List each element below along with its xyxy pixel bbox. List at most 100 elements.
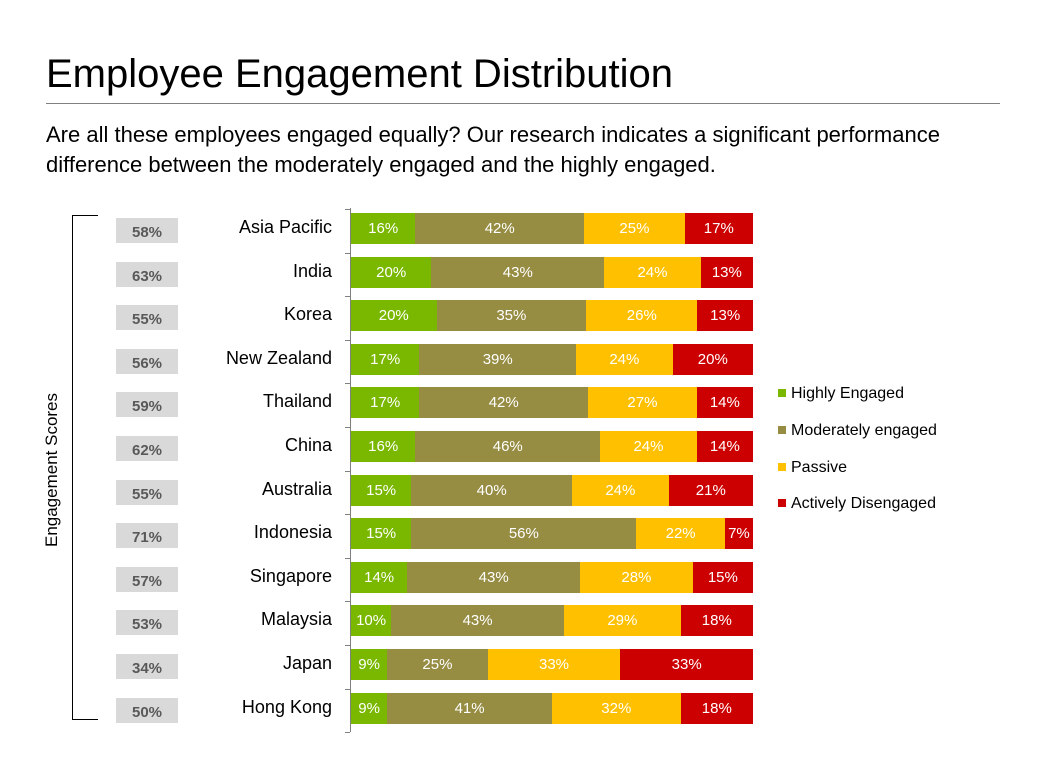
axis-tick <box>345 470 350 472</box>
legend-swatch <box>778 463 786 471</box>
axis-tick <box>345 296 350 298</box>
y-axis-label: Engagement Scores <box>42 392 61 548</box>
bar-segment-moderately-engaged: 43% <box>431 256 605 288</box>
bar-segment-moderately-engaged: 43% <box>391 605 565 637</box>
bar-segment-passive: 29% <box>564 605 681 637</box>
bar-segment-highly-engaged: 17% <box>351 343 420 375</box>
bar-segment-highly-engaged: 10% <box>351 605 392 637</box>
engagement-score-badge: 57% <box>116 566 178 592</box>
bar-segment-highly-engaged: 15% <box>351 518 412 550</box>
bar-segment-moderately-engaged: 25% <box>387 649 488 680</box>
category-label: Asia Pacific <box>238 217 332 237</box>
bar-segment-moderately-engaged: 41% <box>387 692 552 724</box>
axis-tick <box>345 688 350 690</box>
engagement-score-badge: 71% <box>116 523 178 549</box>
bar-segment-actively-disengaged: 17% <box>684 213 753 244</box>
category-label: Thailand <box>262 391 332 412</box>
bar-segment-passive: 24% <box>572 474 669 506</box>
engagement-score-badge: 56% <box>116 348 178 374</box>
category-label: Japan <box>282 653 332 673</box>
axis-tick <box>345 427 350 428</box>
bar-segment-actively-disengaged: 21% <box>668 474 753 506</box>
category-label: New Zealand <box>225 347 332 368</box>
bar-segment-highly-engaged: 20% <box>351 256 432 288</box>
legend-item: Highly Engaged <box>778 385 904 403</box>
bar-segment-highly-engaged: 17% <box>351 387 420 419</box>
bar-segment-moderately-engaged: 35% <box>436 300 587 332</box>
bar-segment-passive: 25% <box>584 213 685 244</box>
legend-label: Actively Disengaged <box>791 495 936 512</box>
category-label: Hong Kong <box>241 696 332 717</box>
engagement-score-badge: 63% <box>116 261 178 287</box>
bar-segment-passive: 27% <box>588 387 697 419</box>
engagement-score-badge: 53% <box>116 610 178 636</box>
axis-tick <box>345 557 350 559</box>
bar-segment-highly-engaged: 14% <box>351 561 408 593</box>
bar-segment-moderately-engaged: 40% <box>411 474 573 506</box>
engagement-score-badge: 50% <box>116 697 178 723</box>
legend-swatch <box>778 389 786 397</box>
bar-segment-highly-engaged: 16% <box>351 431 416 462</box>
bar-segment-actively-disengaged: 15% <box>692 561 753 593</box>
bar-segment-moderately-engaged: 39% <box>419 343 577 375</box>
category-label: China <box>284 435 332 455</box>
bracket-top <box>72 215 98 216</box>
bar-segment-highly-engaged: 9% <box>351 692 388 724</box>
category-label: India <box>292 260 332 281</box>
category-label: Singapore <box>249 565 332 586</box>
bar-segment-highly-engaged: 16% <box>351 213 416 244</box>
bar-segment-passive: 26% <box>586 300 698 332</box>
bar-segment-highly-engaged: 20% <box>351 300 437 332</box>
category-label: Korea <box>283 304 332 325</box>
bar-segment-passive: 28% <box>580 561 693 593</box>
bar-segment-moderately-engaged: 42% <box>415 213 585 244</box>
axis-tick <box>345 383 350 385</box>
engagement-score-badge: 55% <box>116 479 178 505</box>
title-divider <box>46 103 1000 104</box>
engagement-score-badge: 34% <box>116 654 178 679</box>
axis-tick <box>345 209 350 210</box>
bar-segment-moderately-engaged: 43% <box>407 561 581 593</box>
axis-tick <box>345 514 350 516</box>
legend-swatch <box>778 426 786 434</box>
axis-tick <box>345 645 350 646</box>
category-label: Indonesia <box>253 522 332 543</box>
bar-segment-passive: 32% <box>552 692 681 724</box>
legend-item: Passive <box>778 459 847 477</box>
bar-segment-actively-disengaged: 18% <box>680 692 753 724</box>
axis-tick <box>345 252 350 254</box>
bar-segment-passive: 24% <box>576 343 673 375</box>
bar-segment-actively-disengaged: 18% <box>680 605 753 637</box>
bar-segment-passive: 24% <box>600 431 697 462</box>
legend-label: Passive <box>791 459 848 476</box>
bar-segment-moderately-engaged: 56% <box>411 518 637 550</box>
bar-segment-moderately-engaged: 46% <box>415 431 601 462</box>
bar-segment-actively-disengaged: 20% <box>672 343 753 375</box>
bar-segment-actively-disengaged: 13% <box>700 256 753 288</box>
category-label: Malaysia <box>260 609 332 630</box>
category-axis <box>350 208 351 732</box>
axis-tick <box>345 339 350 341</box>
engagement-score-badge: 62% <box>116 436 178 461</box>
bar-segment-highly-engaged: 15% <box>351 474 412 506</box>
legend-label: Highly Engaged <box>791 385 904 402</box>
bar-segment-passive: 24% <box>604 256 701 288</box>
bar-segment-actively-disengaged: 14% <box>696 387 753 419</box>
legend-swatch <box>778 499 786 507</box>
axis-tick <box>345 732 350 734</box>
bar-segment-passive: 22% <box>636 518 725 550</box>
bar-segment-highly-engaged: 9% <box>351 649 388 680</box>
bar-segment-actively-disengaged: 14% <box>696 431 753 462</box>
axis-tick <box>345 601 350 603</box>
bar-segment-actively-disengaged: 7% <box>724 518 753 550</box>
page-title: Employee Engagement Distribution <box>46 52 674 96</box>
bracket-line <box>72 215 73 720</box>
engagement-score-badge: 58% <box>116 218 178 243</box>
legend-item: Moderately engaged <box>778 422 937 440</box>
legend-label: Moderately engaged <box>791 422 937 439</box>
engagement-score-badge: 55% <box>116 305 178 331</box>
engagement-score-badge: 59% <box>116 392 178 418</box>
bar-segment-moderately-engaged: 42% <box>419 387 589 419</box>
bracket-bottom <box>72 719 98 720</box>
